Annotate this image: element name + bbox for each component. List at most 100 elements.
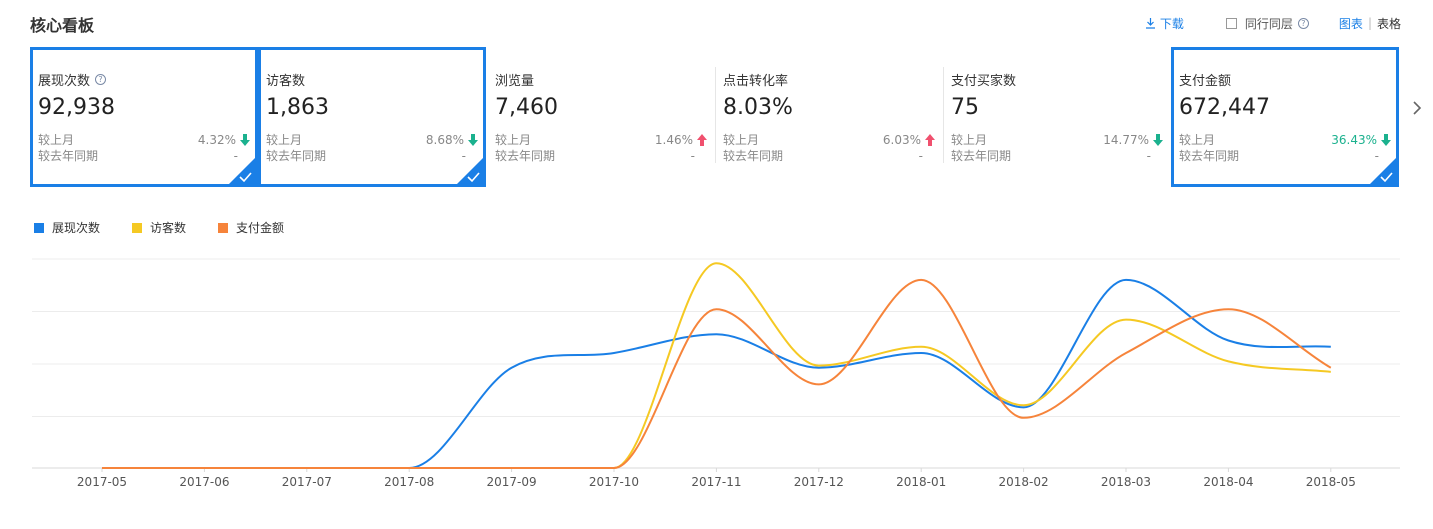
year-compare-value: - [1146, 149, 1151, 163]
metric-label: 点击转化率 [723, 73, 789, 89]
legend-item[interactable]: 访客数 [132, 219, 186, 236]
month-compare-value: 6.03% [882, 133, 921, 147]
year-compare-row: 较去年同期 - [951, 148, 1163, 164]
metric-label-row: 展现次数? [38, 70, 250, 89]
metric-value: 672,447 [1179, 95, 1270, 120]
chart-grid [32, 258, 1400, 417]
metric-label: 展现次数 [38, 73, 91, 89]
arrow-down-icon [468, 134, 478, 146]
metric-label-row: 访客数 [266, 70, 478, 89]
metric-label-row: 支付买家数 [951, 70, 1163, 89]
x-tick-label: 2017-05 [77, 475, 127, 489]
legend-label: 展现次数 [52, 221, 101, 235]
x-tick-label: 2017-09 [487, 475, 537, 489]
month-compare-value: 14.77% [1103, 133, 1149, 147]
month-compare-change: 14.77% [1103, 132, 1163, 148]
metric-card[interactable]: 支付金额 672,447 较上月 36.43% 较去年同期 - [1171, 47, 1399, 187]
year-compare-row: 较去年同期 - [495, 148, 707, 164]
arrow-down-icon [1381, 134, 1391, 146]
x-tick-label: 2017-07 [282, 475, 332, 489]
series-line [102, 262, 1331, 469]
legend-swatch [218, 222, 229, 233]
metric-cards: 展现次数? 92,938 较上月 4.32% 较去年同期 - 访客数 1,863 较上月 8.68… [30, 47, 1401, 187]
view-table-button[interactable]: 表格 [1376, 16, 1401, 31]
selected-check-icon [456, 157, 484, 185]
metric-value: 1,863 [266, 95, 329, 120]
metric-label: 支付金额 [1179, 73, 1232, 89]
metric-card[interactable]: 访客数 1,863 较上月 8.68% 较去年同期 - [258, 47, 486, 187]
arrow-up-icon [925, 134, 935, 146]
arrow-up-icon [697, 134, 707, 146]
legend-swatch [34, 222, 44, 233]
month-compare-row: 较上月 6.03% [723, 132, 935, 148]
year-compare-label: 较去年同期 [38, 149, 99, 163]
series-line [102, 278, 1331, 469]
month-compare-label: 较上月 [495, 133, 532, 147]
month-compare-row: 较上月 36.43% [1179, 132, 1391, 148]
month-compare-change: 4.32% [198, 132, 250, 148]
month-compare-change: 36.43% [1331, 132, 1391, 148]
month-compare-value: 8.68% [425, 133, 464, 147]
year-compare-label: 较去年同期 [266, 149, 327, 163]
legend-swatch [132, 222, 143, 233]
month-compare-label: 较上月 [1179, 133, 1216, 147]
help-icon[interactable]: ? [95, 73, 107, 85]
x-tick-label: 2018-02 [999, 475, 1049, 489]
view-separator: | [1367, 16, 1372, 30]
metric-label-row: 浏览量 [495, 70, 707, 89]
download-button[interactable]: 下载 [1145, 15, 1184, 32]
month-compare-row: 较上月 1.46% [495, 132, 707, 148]
legend-item[interactable]: 展现次数 [34, 219, 100, 236]
metric-label-row: 点击转化率 [723, 70, 935, 89]
view-chart-button[interactable]: 图表 [1338, 16, 1363, 31]
month-compare-value: 36.43% [1331, 133, 1377, 147]
metric-card[interactable]: 点击转化率 8.03% 较上月 6.03% 较去年同期 - [715, 47, 943, 187]
peer-compare-toggle[interactable]: 同行同层 ? [1225, 15, 1309, 32]
series-line [102, 278, 1332, 469]
month-compare-row: 较上月 8.68% [266, 132, 478, 148]
x-tick-label: 2017-11 [691, 475, 741, 489]
chevron-right-icon[interactable] [1410, 97, 1424, 119]
peer-compare-checkbox[interactable] [1225, 17, 1237, 29]
selected-check-icon [228, 157, 256, 185]
page-title: 核心看板 [30, 16, 95, 35]
arrow-down-icon [240, 134, 250, 146]
metric-label: 访客数 [266, 73, 306, 89]
year-compare-label: 较去年同期 [723, 149, 784, 163]
arrow-down-icon [1153, 134, 1163, 146]
year-compare-row: 较去年同期 - [723, 148, 935, 164]
x-tick-label: 2017-06 [179, 475, 229, 489]
x-tick-label: 2017-12 [794, 475, 844, 489]
card-divider [943, 67, 944, 163]
month-compare-label: 较上月 [951, 133, 988, 147]
help-icon[interactable]: ? [1297, 17, 1309, 29]
chart-legend: 展现次数 访客数 支付金额 [34, 219, 316, 236]
x-tick-label: 2017-10 [589, 475, 639, 489]
year-compare-value: - [461, 149, 466, 163]
line-chart: 2017-05 2017-06 2017-07 2017-08 2017-09 2017-… [32, 258, 1400, 489]
x-tick-label: 2018-05 [1306, 475, 1356, 489]
month-compare-value: 4.32% [197, 133, 236, 147]
metric-value: 8.03% [723, 95, 793, 120]
year-compare-value: - [1374, 149, 1379, 163]
month-compare-label: 较上月 [723, 133, 760, 147]
year-compare-value: - [690, 149, 695, 163]
download-label: 下载 [1159, 16, 1184, 31]
metric-card[interactable]: 浏览量 7,460 较上月 1.46% 较去年同期 - [487, 47, 715, 187]
metric-label: 支付买家数 [951, 73, 1017, 89]
year-compare-row: 较去年同期 - [1179, 148, 1391, 164]
metric-value: 92,938 [38, 95, 115, 120]
metric-card[interactable]: 展现次数? 92,938 较上月 4.32% 较去年同期 - [30, 47, 258, 187]
year-compare-value: - [233, 149, 238, 163]
card-divider [715, 67, 716, 163]
toolbar: 下载 同行同层 ? 图表 | 表格 [1145, 14, 1401, 32]
legend-item[interactable]: 支付金额 [218, 219, 284, 236]
month-compare-row: 较上月 4.32% [38, 132, 250, 148]
x-tick-label: 2018-04 [1203, 475, 1253, 489]
month-compare-value: 1.46% [654, 133, 693, 147]
year-compare-value: - [918, 149, 923, 163]
month-compare-change: 1.46% [655, 132, 707, 148]
metric-card[interactable]: 支付买家数 75 较上月 14.77% 较去年同期 - [943, 47, 1171, 187]
month-compare-change: 8.68% [426, 132, 478, 148]
year-compare-label: 较去年同期 [495, 149, 556, 163]
